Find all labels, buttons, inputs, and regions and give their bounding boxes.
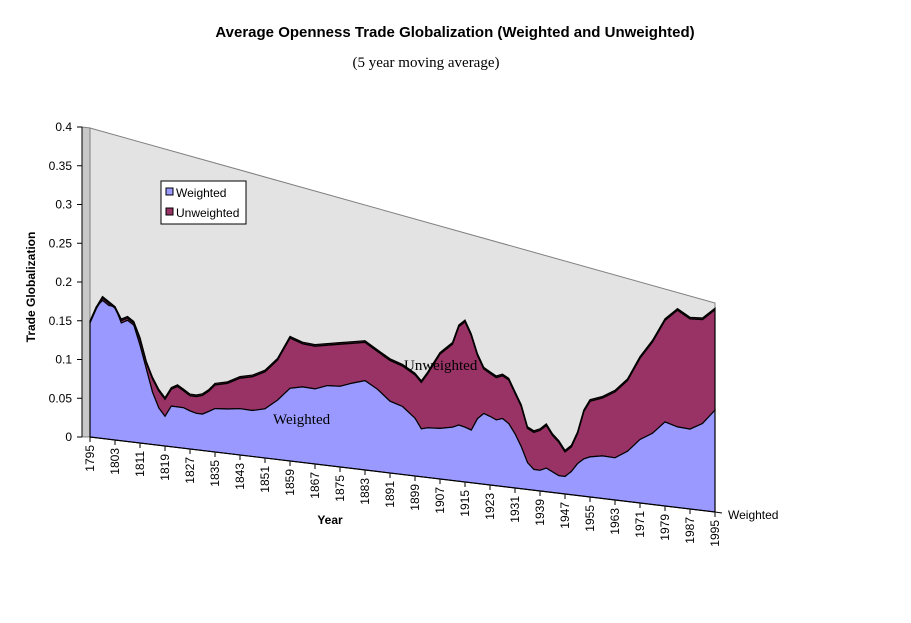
x-tick-label: 1819 [158,454,172,481]
y-tick-label: 0.3 [55,198,72,212]
y-tick-label: 0.15 [49,314,73,328]
chart-title: Average Openness Trade Globalization (We… [215,24,694,41]
x-tick-label: 1955 [583,505,597,532]
y-tick-label: 0.25 [49,236,73,250]
x-tick-label: 1979 [658,514,672,541]
side-wall [81,126,91,438]
x-tick-label: 1987 [683,517,697,544]
x-tick-label: 1883 [358,478,372,505]
x-tick-label: 1899 [408,484,422,511]
y-axis-label: Trade Globalization [24,232,38,343]
y-tick-label: 0 [65,430,72,444]
x-axis: 1795 1803 1811 1819 1827 1835 1843 1851 1859 1867… [83,436,723,547]
y-tick-label: 0.2 [55,275,72,289]
x-tick-label: 1995 [708,520,722,547]
x-tick-label: 1867 [308,472,322,499]
x-tick-label: 1851 [258,466,272,493]
x-tick-label: 1835 [208,460,222,487]
legend: Weighted Unweighted [160,180,247,225]
y-tick-label: 0.4 [55,120,72,134]
x-tick-label: 1811 [133,451,147,477]
x-tick-label: 1907 [433,487,447,514]
x-axis-label: Year [317,513,343,527]
y-tick-label: 0.1 [55,353,72,367]
weighted-annotation: Weighted [273,412,331,428]
y-axis: 0 0.05 0.1 0.15 0.2 0.25 0.3 0.35 0.4 [49,120,83,444]
x-tick-label: 1931 [508,496,522,523]
y-tick-label: 0.35 [49,159,73,173]
x-tick-label: 1963 [608,508,622,535]
weighted-area [89,299,716,513]
legend-label-weighted: Weighted [176,186,226,200]
x-tick-label: 1875 [333,475,347,502]
x-tick-label: 1859 [283,469,297,496]
y-tick-label: 0.05 [49,391,73,405]
legend-box [160,180,247,225]
depth-axis-label: Weighted [728,508,778,522]
x-tick-label: 1891 [383,481,397,508]
x-tick-label: 1947 [558,502,572,529]
x-tick-label: 1795 [83,445,97,472]
x-tick-label: 1827 [183,457,197,484]
x-tick-label: 1803 [108,448,122,475]
legend-swatch-weighted [165,187,174,196]
x-tick-label: 1915 [458,490,472,517]
x-tick-label: 1939 [533,499,547,526]
legend-label-unweighted: Unweighted [176,206,239,220]
chart-subtitle: (5 year moving average) [352,55,499,71]
x-tick-label: 1971 [633,511,647,538]
legend-swatch-unweighted [165,207,174,216]
x-tick-label: 1843 [233,463,247,490]
unweighted-annotation: Unweighted [404,358,478,374]
unweighted-edge [89,296,716,453]
x-tick-label: 1923 [483,493,497,520]
